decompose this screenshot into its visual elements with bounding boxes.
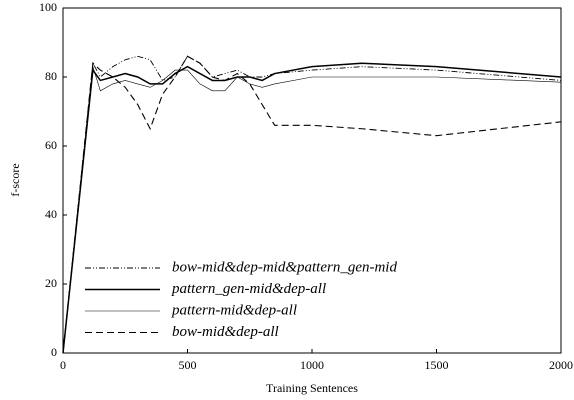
- legend-label: pattern-mid&dep-all: [171, 302, 297, 318]
- x-tick-label: 500: [179, 358, 197, 372]
- x-tick-label: 1500: [425, 358, 449, 372]
- y-tick-label: 40: [45, 207, 57, 221]
- y-tick-label: 20: [45, 276, 57, 290]
- y-axis-label: f-score: [8, 163, 22, 196]
- series-line: [62, 66, 562, 354]
- series-line: [62, 55, 562, 354]
- x-axis-label: Training Sentences: [266, 381, 358, 395]
- legend-label: pattern_gen-mid&dep-all: [171, 281, 326, 297]
- x-tick-label: 0: [60, 358, 66, 372]
- y-tick-label: 0: [51, 345, 57, 359]
- legend-label: bow-mid&dep-mid&pattern_gen-mid: [172, 259, 397, 275]
- y-tick-label: 80: [45, 69, 57, 83]
- x-tick-label: 1000: [300, 358, 324, 372]
- y-tick-label: 60: [45, 138, 57, 152]
- series-line: [62, 55, 562, 354]
- series-line: [62, 62, 562, 354]
- plot-frame: [62, 7, 562, 354]
- y-tick-label: 100: [39, 0, 57, 14]
- x-tick-label: 2000: [549, 358, 573, 372]
- legend-label: bow-mid&dep-all: [172, 324, 279, 340]
